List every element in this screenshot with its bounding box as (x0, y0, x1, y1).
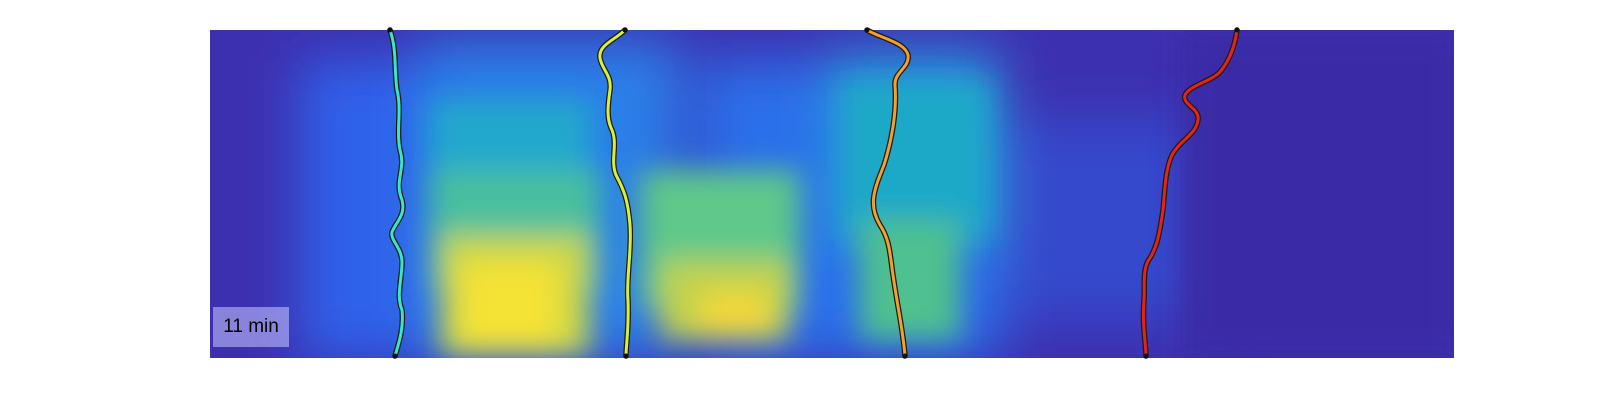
trace-orange (865, 28, 910, 358)
heatmap-region (700, 290, 770, 340)
heatmap-region (460, 260, 560, 350)
heatmap-region (860, 220, 960, 340)
heatmap-region (840, 80, 990, 240)
trace-endpoints (387, 27, 1240, 359)
heatmap (210, 30, 1454, 358)
heatmap-region (1180, 30, 1454, 358)
trace-end-marker (1143, 353, 1149, 359)
trace-cyan (388, 28, 405, 358)
trace-yellow (598, 28, 632, 358)
trace-start-marker (622, 27, 628, 33)
trace-start-marker (864, 27, 870, 33)
traces (387, 27, 1240, 359)
trace-start-marker (1234, 27, 1240, 33)
trace-start-marker (387, 27, 393, 33)
trace-end-marker (623, 353, 629, 359)
trace-end-marker (392, 353, 398, 359)
time-label: 11 min (213, 307, 289, 347)
trace-end-marker (902, 353, 908, 359)
trace-red (1141, 28, 1239, 358)
